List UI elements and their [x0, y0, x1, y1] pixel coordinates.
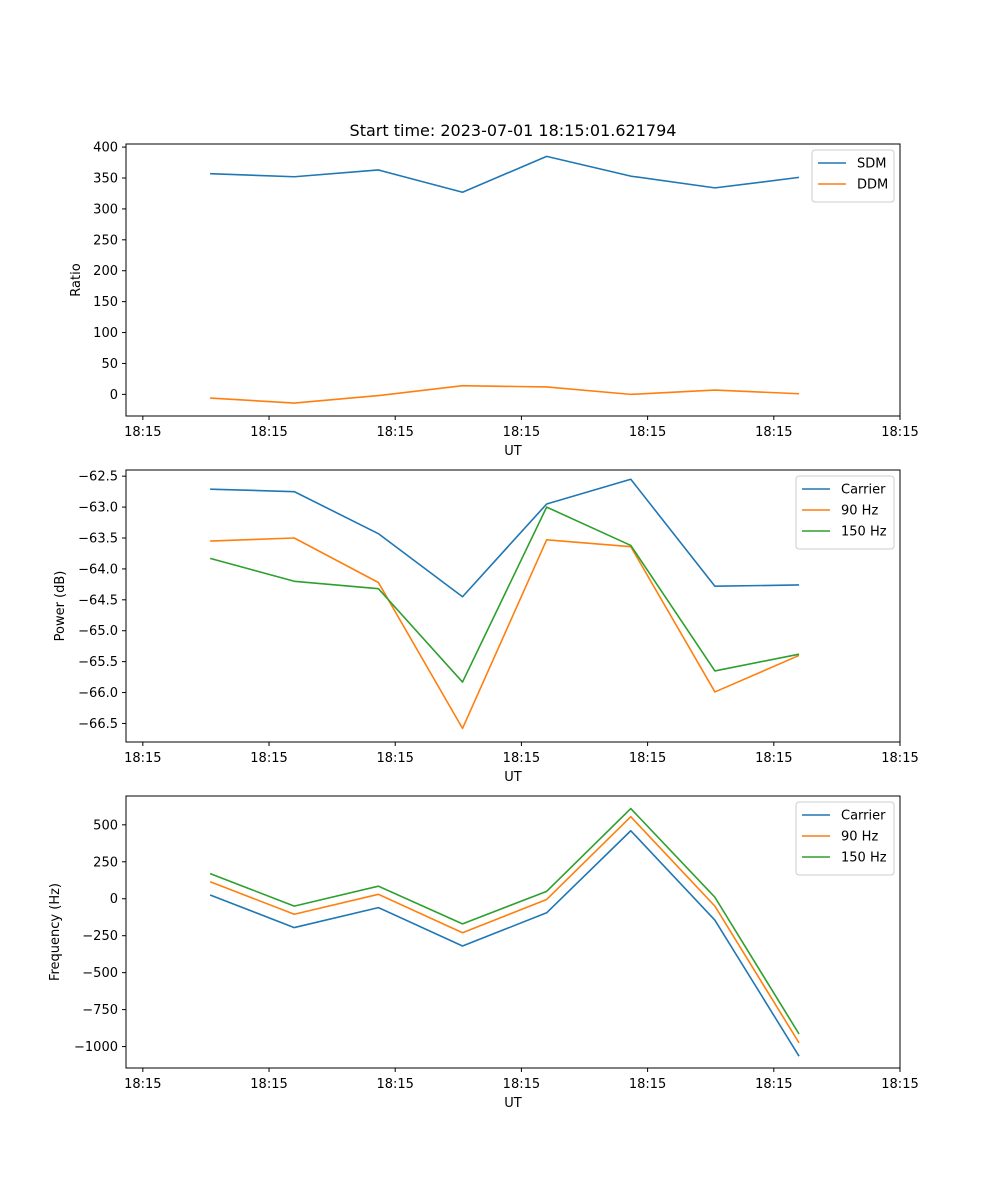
x-tick-label: 18:15	[881, 751, 918, 766]
y-tick-label: −64.5	[78, 593, 118, 608]
plot-frame	[125, 795, 901, 1069]
chart-panel-2: 18:15 18:15 18:15 18:15 18:15 18:15 18:15 −62.5…	[53, 469, 919, 785]
y-tick-label: 0	[110, 388, 118, 403]
x-tick-label: 18:15	[755, 425, 792, 440]
y-tick-label: 50	[101, 357, 118, 372]
y-tick-label: −1000	[74, 1040, 118, 1055]
legend: Carrier 90 Hz 150 Hz	[795, 801, 895, 876]
x-tick-label: 18:15	[124, 425, 161, 440]
series-line-90-hz	[210, 537, 800, 730]
y-tick-label: −65.5	[78, 655, 118, 670]
plot-frame	[125, 469, 901, 743]
x-tick-label: 18:15	[376, 751, 413, 766]
x-tick-label: 18:15	[629, 425, 666, 440]
y-tick-label: −250	[82, 929, 118, 944]
x-tick-label: 18:15	[250, 425, 287, 440]
x-tick-label: 18:15	[503, 751, 540, 766]
x-tick-label: 18:15	[250, 1077, 287, 1092]
legend: Carrier 90 Hz 150 Hz	[795, 475, 895, 550]
x-tick-label: 18:15	[629, 1077, 666, 1092]
x-tick-label: 18:15	[503, 425, 540, 440]
series-line-150-hz	[209, 807, 800, 1035]
y-axis-label: Ratio	[69, 263, 84, 296]
x-axis-label: UT	[504, 770, 522, 785]
y-tick-label: −63.0	[78, 501, 118, 516]
series-line-150-hz	[209, 506, 800, 683]
series-line-90-hz	[209, 815, 800, 1044]
y-tick-label: −64.0	[78, 562, 118, 577]
y-tick-label: 100	[93, 326, 118, 341]
y-tick-label: 0	[110, 892, 118, 907]
x-axis-label: UT	[504, 444, 522, 459]
y-tick-label: 200	[93, 264, 118, 279]
x-tick-label: 18:15	[250, 751, 287, 766]
series-line-carrier	[209, 829, 800, 1057]
series-line-sdm	[210, 155, 800, 194]
x-tick-label: 18:15	[376, 425, 413, 440]
legend-label: DDM	[857, 178, 888, 193]
y-tick-label: −500	[82, 966, 118, 981]
y-axis-label: Power (dB)	[53, 571, 68, 642]
legend-label: SDM	[857, 157, 886, 172]
y-tick-label: −62.5	[78, 470, 118, 485]
y-tick-label: 250	[93, 855, 118, 870]
chart-panel-3: 18:15 18:15 18:15 18:15 18:15 18:15 18:15 500 25…	[48, 795, 919, 1111]
y-tick-label: −66.0	[78, 686, 118, 701]
y-tick-label: 500	[93, 818, 118, 833]
x-tick-label: 18:15	[124, 1077, 161, 1092]
series-line-carrier	[210, 478, 800, 598]
legend-label: 90 Hz	[841, 830, 878, 845]
plot-frame	[125, 143, 901, 417]
x-tick-label: 18:15	[376, 1077, 413, 1092]
legend-label: 150 Hz	[841, 851, 887, 866]
x-tick-label: 18:15	[881, 425, 918, 440]
chart-panel-1: 18:15 18:15 18:15 18:15 18:15 18:15 18:15 0 50 10…	[69, 141, 919, 459]
x-tick-label: 18:15	[755, 1077, 792, 1092]
series-line-ddm	[210, 384, 800, 404]
y-tick-label: 400	[93, 141, 118, 156]
x-tick-label: 18:15	[881, 1077, 918, 1092]
x-tick-label: 18:15	[503, 1077, 540, 1092]
legend: SDM DDM	[811, 149, 895, 203]
legend-label: 150 Hz	[841, 525, 887, 540]
figure-title: Start time: 2023-07-01 18:15:01.621794	[350, 121, 677, 140]
y-axis-label: Frequency (Hz)	[48, 883, 63, 981]
x-tick-label: 18:15	[629, 751, 666, 766]
y-tick-label: −63.5	[78, 532, 118, 547]
y-tick-label: 350	[93, 172, 118, 187]
y-tick-label: −66.5	[78, 717, 118, 732]
y-tick-label: 250	[93, 233, 118, 248]
x-tick-label: 18:15	[124, 751, 161, 766]
y-tick-label: 150	[93, 295, 118, 310]
legend-label: Carrier	[841, 483, 886, 498]
y-tick-label: −65.0	[78, 624, 118, 639]
legend-label: Carrier	[841, 809, 886, 824]
y-tick-label: 300	[93, 202, 118, 217]
x-tick-label: 18:15	[755, 751, 792, 766]
y-tick-label: −750	[82, 1003, 118, 1018]
legend-label: 90 Hz	[841, 504, 878, 519]
x-axis-label: UT	[504, 1096, 522, 1111]
